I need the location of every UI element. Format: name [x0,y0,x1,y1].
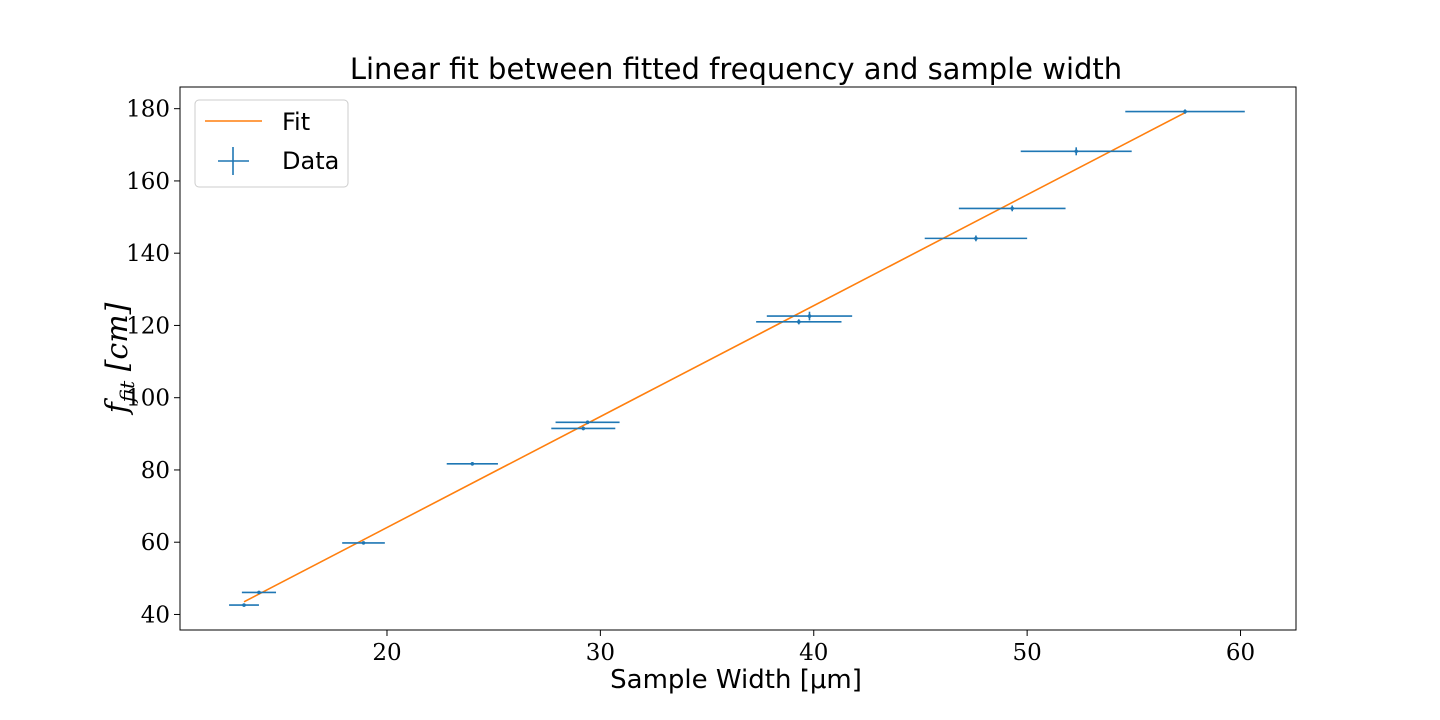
data-point [1125,109,1245,114]
y-tick-label: 120 [126,313,170,339]
data-point [924,235,1028,242]
x-tick-label: 30 [586,640,615,666]
data-marker [257,590,261,595]
chart-title: Linear fit between fitted frequency and … [350,52,1122,86]
data-marker [242,603,246,607]
legend-fit-label: Fit [282,108,310,136]
data-point [551,426,616,431]
y-tick-label: 80 [141,458,170,484]
data-marker [1074,149,1079,154]
x-axis-label: Sample Width [μm] [610,665,862,695]
fit-line [243,111,1186,603]
y-tick-label: 180 [126,97,170,123]
x-axis: 20 30 40 50 60 [372,630,1255,666]
data-point [446,462,498,466]
y-tick-label: 60 [141,530,170,556]
data-point [241,590,277,595]
legend: Fit Data [194,99,349,188]
y-tick-label: 160 [126,169,170,195]
y-axis-label-sub: fit [115,380,139,404]
x-tick-label: 40 [799,640,828,666]
data-point [229,603,259,607]
y-axis-label-unit: [cm] [100,302,135,380]
x-tick-label: 20 [372,640,401,666]
data-marker [585,420,590,425]
x-tick-label: 60 [1226,640,1255,666]
y-axis: 40 60 80 100 120 140 160 180 [126,97,180,628]
fit-layer [243,111,1186,603]
data-marker [1183,109,1187,114]
data-marker [974,236,978,241]
data-point [555,420,620,425]
data-point [1020,147,1132,156]
plot-frame [179,86,1297,631]
plot-area [179,86,1297,631]
data-marker [797,320,801,324]
legend-data-label: Data [282,147,339,175]
data-layer [229,109,1245,607]
y-tick-label: 100 [126,386,170,412]
data-point [766,311,853,321]
y-tick-label: 40 [141,602,170,628]
data-marker [807,314,812,318]
data-point [756,319,842,325]
data-point [958,205,1066,212]
data-marker [581,426,586,431]
data-marker [470,462,475,466]
data-marker [1010,206,1014,211]
y-axis-label: ffit [cm] [100,302,139,415]
x-tick-label: 50 [1012,640,1041,666]
data-marker [361,541,366,545]
y-tick-label: 140 [126,241,170,267]
data-point [342,541,385,545]
